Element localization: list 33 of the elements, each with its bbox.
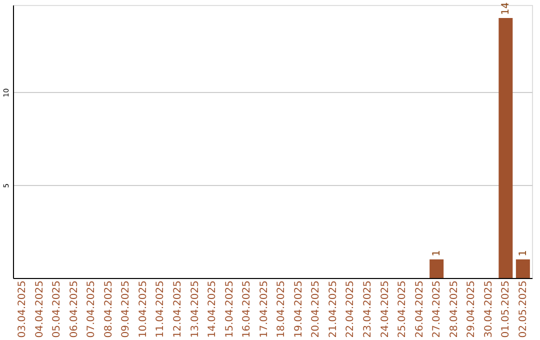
x-tick-label: 16.04.2025 <box>242 280 253 338</box>
x-tick-label: 20.04.2025 <box>310 280 322 338</box>
x-tick-label: 25.04.2025 <box>397 280 408 338</box>
x-tick-label: 17.04.2025 <box>258 280 270 338</box>
x-tick-label: 06.04.2025 <box>68 280 80 338</box>
x-tick-label: 11.04.2025 <box>155 280 166 338</box>
x-tick-label: 28.04.2025 <box>448 280 460 338</box>
x-tick-label: 29.04.2025 <box>466 280 478 338</box>
x-tick-label: 24.04.2025 <box>380 280 391 338</box>
x-tick-label: 18.04.2025 <box>276 280 288 338</box>
x-tick-label: 27.04.2025 <box>432 280 443 338</box>
x-tick-label: 19.04.2025 <box>293 280 304 338</box>
x-tick-label: 04.04.2025 <box>34 280 46 338</box>
x-tick-label: 22.04.2025 <box>345 280 356 338</box>
x-tick-label: 30.04.2025 <box>483 280 494 338</box>
x-tick-label: 09.04.2025 <box>120 280 132 338</box>
x-tick-label: 02.05.2025 <box>518 280 529 338</box>
x-tick-label: 08.04.2025 <box>103 280 114 338</box>
x-tick-label: 05.04.2025 <box>52 280 63 338</box>
data-label: 14 <box>500 2 512 15</box>
x-tick-label: 10.04.2025 <box>138 280 149 338</box>
x-tick-label: 03.04.2025 <box>17 280 28 338</box>
x-tick-label: 12.04.2025 <box>172 280 184 338</box>
x-tick-label: 01.05.2025 <box>500 280 512 338</box>
x-tick-label: 15.04.2025 <box>224 280 236 338</box>
x-tick-label: 26.04.2025 <box>414 280 426 338</box>
x-tick-label: 07.04.2025 <box>86 280 98 338</box>
x-tick-label: 21.04.2025 <box>328 280 339 338</box>
data-label: 1 <box>432 250 443 256</box>
x-tick-label: 13.04.2025 <box>190 280 201 338</box>
data-label: 1 <box>518 250 529 256</box>
x-tick-label: 14.04.2025 <box>207 280 218 338</box>
x-tick-label: 23.04.2025 <box>362 280 374 338</box>
